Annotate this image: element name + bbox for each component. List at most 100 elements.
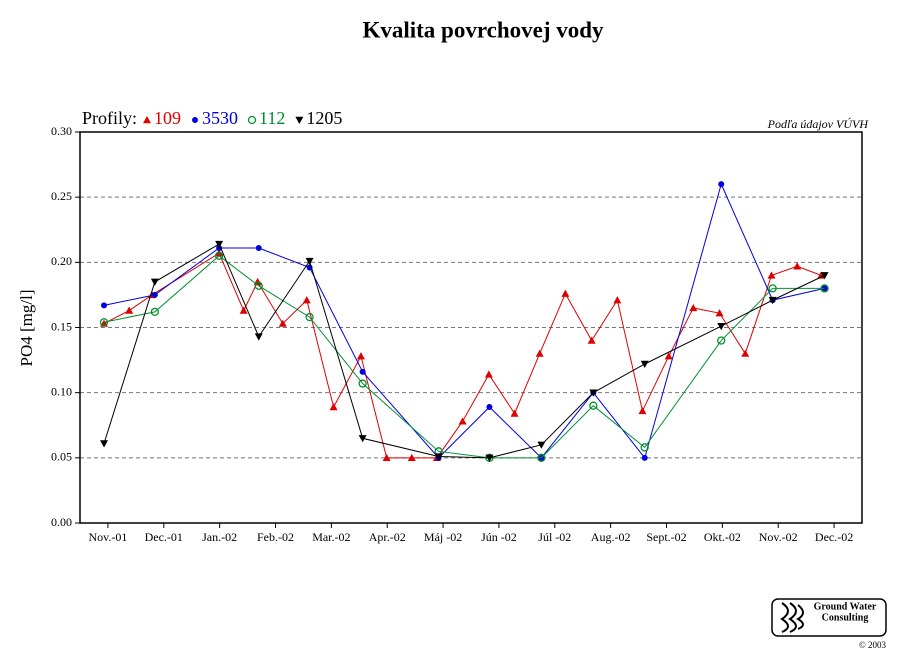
point [254,281,263,290]
point [587,336,596,344]
chart-title: Kvalita povrchovej vody [362,17,604,42]
x-tick-label: Nov.-02 [759,530,798,544]
x-tick-label: Aug.-02 [591,530,631,544]
point [356,352,365,360]
y-tick-label: 0.00 [51,515,72,529]
x-tick-label: Sept.-02 [646,530,686,544]
x-tick-label: Nov.-01 [88,530,127,544]
point [255,244,262,251]
logo-icon [780,602,804,633]
x-tick-label: Mar.-02 [312,530,350,544]
legend-marker [192,117,199,123]
copyright: © 2003 [859,640,887,650]
point [640,360,649,368]
point [640,443,649,452]
point [214,251,224,260]
series-line [103,182,825,459]
point [718,181,725,188]
point [768,296,777,305]
y-tick-label: 0.10 [51,384,72,398]
x-tick-label: Jan.-02 [202,530,237,544]
point [664,352,673,360]
x-tick-label: Okt.-02 [704,530,741,544]
x-tick-label: Jún -02 [481,530,517,544]
series-line [103,255,825,459]
point [641,454,648,461]
point [302,296,311,304]
point [305,257,314,266]
point [151,291,158,298]
source-note: Podľa údajov VÚVH [767,117,870,131]
x-tick-label: Júl -02 [538,530,571,544]
point [253,277,262,286]
point [101,302,108,309]
point [638,406,647,415]
point [486,404,493,411]
point [613,296,622,304]
logo-text: Ground Water [814,601,877,612]
y-tick-label: 0.30 [51,124,72,138]
point [215,240,224,249]
point [768,284,777,293]
point [589,401,598,410]
point [485,454,494,462]
point [358,379,367,388]
legend-entry: 1205 [306,108,342,128]
point [407,453,416,462]
point [793,262,802,270]
y-tick-label: 0.05 [51,450,72,464]
point [99,318,109,327]
legend-entry: 3530 [202,108,238,128]
point [278,319,287,327]
legend-marker [247,115,257,125]
point [382,453,391,462]
point [239,306,248,314]
point [537,453,546,462]
point [484,370,493,378]
legend-marker [143,116,152,124]
point [717,322,726,331]
point [150,278,159,286]
point [125,306,134,314]
x-tick-label: Dec.-02 [815,530,853,544]
legend-label: Profily: [82,108,137,128]
point [254,333,263,341]
point [537,441,546,449]
point [715,309,724,317]
point [820,272,829,280]
point [150,307,159,317]
point [305,312,314,322]
point [741,349,750,357]
series-line [103,252,822,459]
point [434,453,443,461]
y-tick-label: 0.25 [51,189,72,203]
y-tick-label: 0.15 [51,319,72,333]
point [820,284,829,293]
series-line [103,243,825,459]
logo-text: Consulting [822,612,869,623]
point [535,349,544,357]
plot-frame [79,131,863,524]
point [561,289,570,297]
legend-entry: 112 [259,108,285,128]
point [717,336,726,345]
x-tick-label: Apr.-02 [369,530,406,544]
point [589,389,598,397]
x-tick-label: Feb.-02 [257,530,294,544]
logo: Ground Water Consulting © 2003 [771,598,887,650]
point [100,440,109,448]
point [329,403,338,411]
legend-marker [295,116,304,124]
point [458,417,467,425]
x-tick-label: Dec.-01 [145,530,183,544]
point [510,409,519,417]
point [689,303,698,312]
point [358,435,367,443]
y-tick-label: 0.20 [51,254,72,268]
x-tick-label: Máj -02 [424,530,462,544]
legend-entry: 109 [154,108,181,128]
point [767,271,776,279]
point [359,368,366,375]
